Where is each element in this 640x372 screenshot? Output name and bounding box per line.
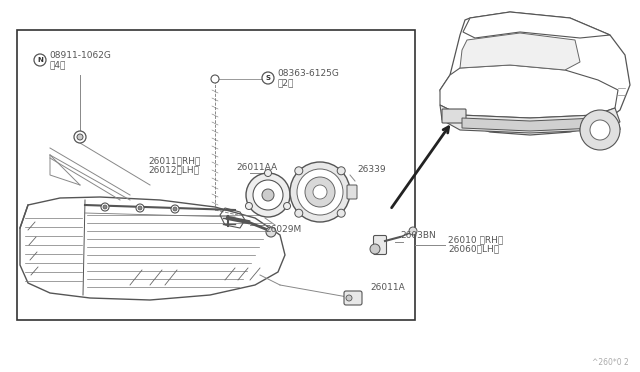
Circle shape	[253, 180, 283, 210]
Circle shape	[74, 131, 86, 143]
Circle shape	[290, 162, 350, 222]
Text: 26060（LH）: 26060（LH）	[448, 244, 499, 253]
Circle shape	[346, 295, 352, 301]
Polygon shape	[440, 12, 630, 135]
Text: 26011（RH）: 26011（RH）	[148, 156, 200, 165]
Text: （2）: （2）	[277, 78, 293, 87]
Circle shape	[171, 205, 179, 213]
Text: 08911-1062G: 08911-1062G	[49, 51, 111, 60]
Polygon shape	[463, 12, 610, 38]
Circle shape	[136, 204, 144, 212]
Text: 08363-6125G: 08363-6125G	[277, 69, 339, 78]
Circle shape	[262, 189, 274, 201]
Polygon shape	[460, 33, 580, 70]
FancyBboxPatch shape	[344, 291, 362, 305]
Polygon shape	[440, 65, 618, 118]
Text: 26010 （RH）: 26010 （RH）	[448, 235, 503, 244]
Circle shape	[305, 177, 335, 207]
Circle shape	[337, 209, 345, 217]
Text: S: S	[266, 75, 271, 81]
Circle shape	[101, 203, 109, 211]
Circle shape	[266, 227, 276, 237]
Circle shape	[284, 202, 291, 209]
FancyBboxPatch shape	[347, 185, 357, 199]
Text: 2603BN: 2603BN	[400, 231, 436, 240]
Text: （4）: （4）	[49, 60, 65, 69]
Circle shape	[580, 110, 620, 150]
Text: N: N	[37, 57, 43, 63]
Circle shape	[295, 209, 303, 217]
Circle shape	[138, 206, 142, 210]
Circle shape	[313, 185, 327, 199]
Text: 26012（LH）: 26012（LH）	[148, 165, 199, 174]
Circle shape	[246, 202, 252, 209]
Circle shape	[337, 167, 345, 175]
Text: 26029M: 26029M	[265, 225, 301, 234]
Circle shape	[173, 207, 177, 211]
Circle shape	[262, 72, 274, 84]
FancyBboxPatch shape	[374, 235, 387, 254]
FancyBboxPatch shape	[442, 109, 466, 123]
Circle shape	[295, 167, 303, 175]
Circle shape	[590, 120, 610, 140]
Circle shape	[211, 75, 219, 83]
Circle shape	[370, 244, 380, 254]
Circle shape	[409, 227, 417, 235]
Circle shape	[297, 169, 343, 215]
Text: ^260*0 2: ^260*0 2	[591, 358, 628, 367]
Circle shape	[77, 134, 83, 140]
Circle shape	[103, 205, 107, 209]
Text: 26011AA: 26011AA	[236, 163, 277, 172]
Text: 26339: 26339	[357, 165, 386, 174]
Circle shape	[264, 170, 271, 176]
Polygon shape	[462, 118, 596, 131]
Circle shape	[246, 173, 290, 217]
Circle shape	[34, 54, 46, 66]
Text: 26011A: 26011A	[370, 283, 404, 292]
Polygon shape	[440, 105, 620, 133]
Bar	[17, 30, 415, 320]
